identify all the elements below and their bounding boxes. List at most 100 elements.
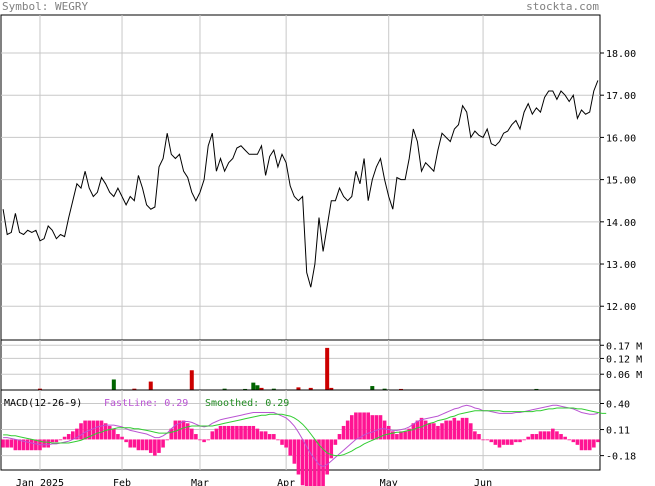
macd-histogram-bar bbox=[239, 425, 243, 440]
macd-histogram-bar bbox=[468, 423, 473, 440]
macd-histogram-bar bbox=[559, 434, 563, 440]
volume-bar bbox=[189, 370, 194, 390]
symbol-label: Symbol: WEGRY bbox=[2, 0, 89, 13]
macd-histogram-bar bbox=[587, 439, 592, 451]
volume-bar bbox=[325, 347, 330, 390]
macd-histogram-bar bbox=[243, 425, 247, 440]
volume-bar bbox=[132, 388, 137, 390]
macd-histogram-bar bbox=[173, 420, 178, 440]
macd-histogram-bar bbox=[427, 423, 432, 440]
macd-histogram-bar bbox=[534, 434, 539, 440]
macd-histogram-bar bbox=[255, 428, 260, 440]
macd-histogram-bar bbox=[546, 431, 551, 440]
macd-histogram-bar bbox=[386, 425, 391, 440]
macd-histogram-bar bbox=[210, 431, 215, 440]
macd-histogram-bar bbox=[555, 431, 559, 440]
macd-ticks: 0.40 0.11 -0.18 bbox=[600, 399, 636, 463]
macd-histogram-bar bbox=[509, 439, 514, 445]
macd-histogram-bar bbox=[514, 439, 518, 443]
macd-histogram-bar bbox=[489, 439, 494, 443]
macd-histogram-bar bbox=[448, 420, 453, 440]
macd-histogram-bar bbox=[362, 412, 366, 440]
macd-histogram-bar bbox=[21, 439, 26, 451]
macd-histogram-bar bbox=[337, 434, 342, 440]
macd-histogram-bar bbox=[284, 439, 288, 448]
macd-histogram-bar bbox=[194, 434, 198, 440]
macd-smoothed-line bbox=[3, 407, 607, 457]
macd-histogram-bar bbox=[464, 417, 469, 440]
macd-histogram-bar bbox=[399, 431, 403, 440]
macd-histogram-bar bbox=[432, 423, 436, 440]
macd-histogram-bar bbox=[473, 431, 477, 440]
macd-histogram-bar bbox=[292, 439, 297, 464]
macd-histogram-bar bbox=[596, 439, 600, 443]
volume-bar bbox=[534, 388, 539, 390]
y-tick-label: 0.11 bbox=[606, 426, 630, 437]
y-tick-label: 0.12 M bbox=[606, 354, 642, 365]
macd-histogram-bar bbox=[272, 434, 276, 440]
macd-histogram-bar bbox=[452, 417, 457, 440]
macd-histogram-bar bbox=[1, 439, 5, 448]
macd-fast-line bbox=[3, 404, 599, 467]
x-tick-label: Jun bbox=[474, 478, 492, 486]
macd-histogram-bar bbox=[358, 412, 362, 440]
volume-bar bbox=[370, 386, 375, 390]
y-tick-label: -0.18 bbox=[606, 452, 636, 463]
macd-smoothed-label: Smoothed: 0.29 bbox=[205, 398, 289, 409]
price-panel: 18.00 17.00 16.00 15.00 14.00 13.00 12.00 bbox=[0, 14, 636, 341]
macd-histogram-bar bbox=[296, 439, 301, 475]
macd-histogram-bar bbox=[575, 439, 580, 445]
macd-histogram-bar bbox=[374, 415, 379, 440]
macd-histogram-bar bbox=[423, 420, 428, 440]
y-tick-label: 0.17 M bbox=[606, 341, 642, 352]
price-grid bbox=[1, 15, 600, 340]
macd-histogram-bar bbox=[50, 439, 55, 443]
price-ticks: 18.00 17.00 16.00 15.00 14.00 13.00 12.00 bbox=[600, 49, 636, 313]
macd-histogram-bar bbox=[13, 439, 18, 451]
macd-histogram-bar bbox=[231, 425, 235, 440]
macd-histogram-bar bbox=[29, 439, 34, 451]
macd-histogram-bar bbox=[567, 439, 572, 441]
volume-bar bbox=[222, 388, 227, 390]
y-tick-label: 12.00 bbox=[606, 302, 636, 313]
macd-histogram-bar bbox=[378, 415, 383, 440]
x-tick-label: Jan 2025 bbox=[16, 478, 64, 486]
macd-histogram-bar bbox=[42, 439, 46, 448]
macd-histogram-bar bbox=[206, 439, 210, 441]
macd-histogram-bar bbox=[407, 428, 412, 440]
macd-histogram-bar bbox=[288, 439, 293, 456]
macd-histogram-bar bbox=[165, 439, 169, 441]
macd-histogram-bar bbox=[99, 420, 104, 440]
macd-histogram-bar bbox=[436, 425, 440, 440]
macd-histogram-bar bbox=[411, 423, 416, 440]
macd-histogram-bar bbox=[370, 415, 375, 440]
macd-histogram-bar bbox=[75, 428, 79, 440]
macd-histogram-bar bbox=[259, 431, 264, 440]
macd-histogram-bar bbox=[583, 439, 588, 451]
volume-bar bbox=[37, 388, 42, 390]
volume-bar bbox=[308, 387, 313, 390]
macd-histogram-bar bbox=[107, 425, 112, 440]
macd-histogram-bar bbox=[321, 439, 325, 486]
y-tick-label: 0.40 bbox=[606, 399, 630, 410]
macd-histogram-bar bbox=[280, 439, 284, 445]
macd-histogram-bar bbox=[460, 417, 465, 440]
macd-histogram-bar bbox=[263, 431, 268, 440]
macd-histogram-bar bbox=[341, 425, 346, 440]
volume-bar bbox=[271, 388, 276, 390]
x-tick-label: Mar bbox=[191, 478, 209, 486]
macd-histogram-bar bbox=[477, 434, 481, 440]
macd-histogram-bar bbox=[563, 436, 567, 440]
macd-histogram-bar bbox=[345, 420, 350, 440]
macd-histogram-bar bbox=[456, 420, 461, 440]
macd-histogram-bar bbox=[354, 412, 358, 440]
volume-bar bbox=[382, 388, 387, 390]
macd-histogram-bar bbox=[308, 439, 313, 486]
macd-histogram-bar bbox=[103, 423, 108, 440]
macd-histogram-bar bbox=[58, 439, 63, 441]
macd-histogram-bar bbox=[83, 420, 87, 440]
macd-histogram-bar bbox=[481, 439, 485, 441]
macd-histogram-bar bbox=[161, 439, 165, 448]
volume-bar bbox=[329, 387, 334, 390]
